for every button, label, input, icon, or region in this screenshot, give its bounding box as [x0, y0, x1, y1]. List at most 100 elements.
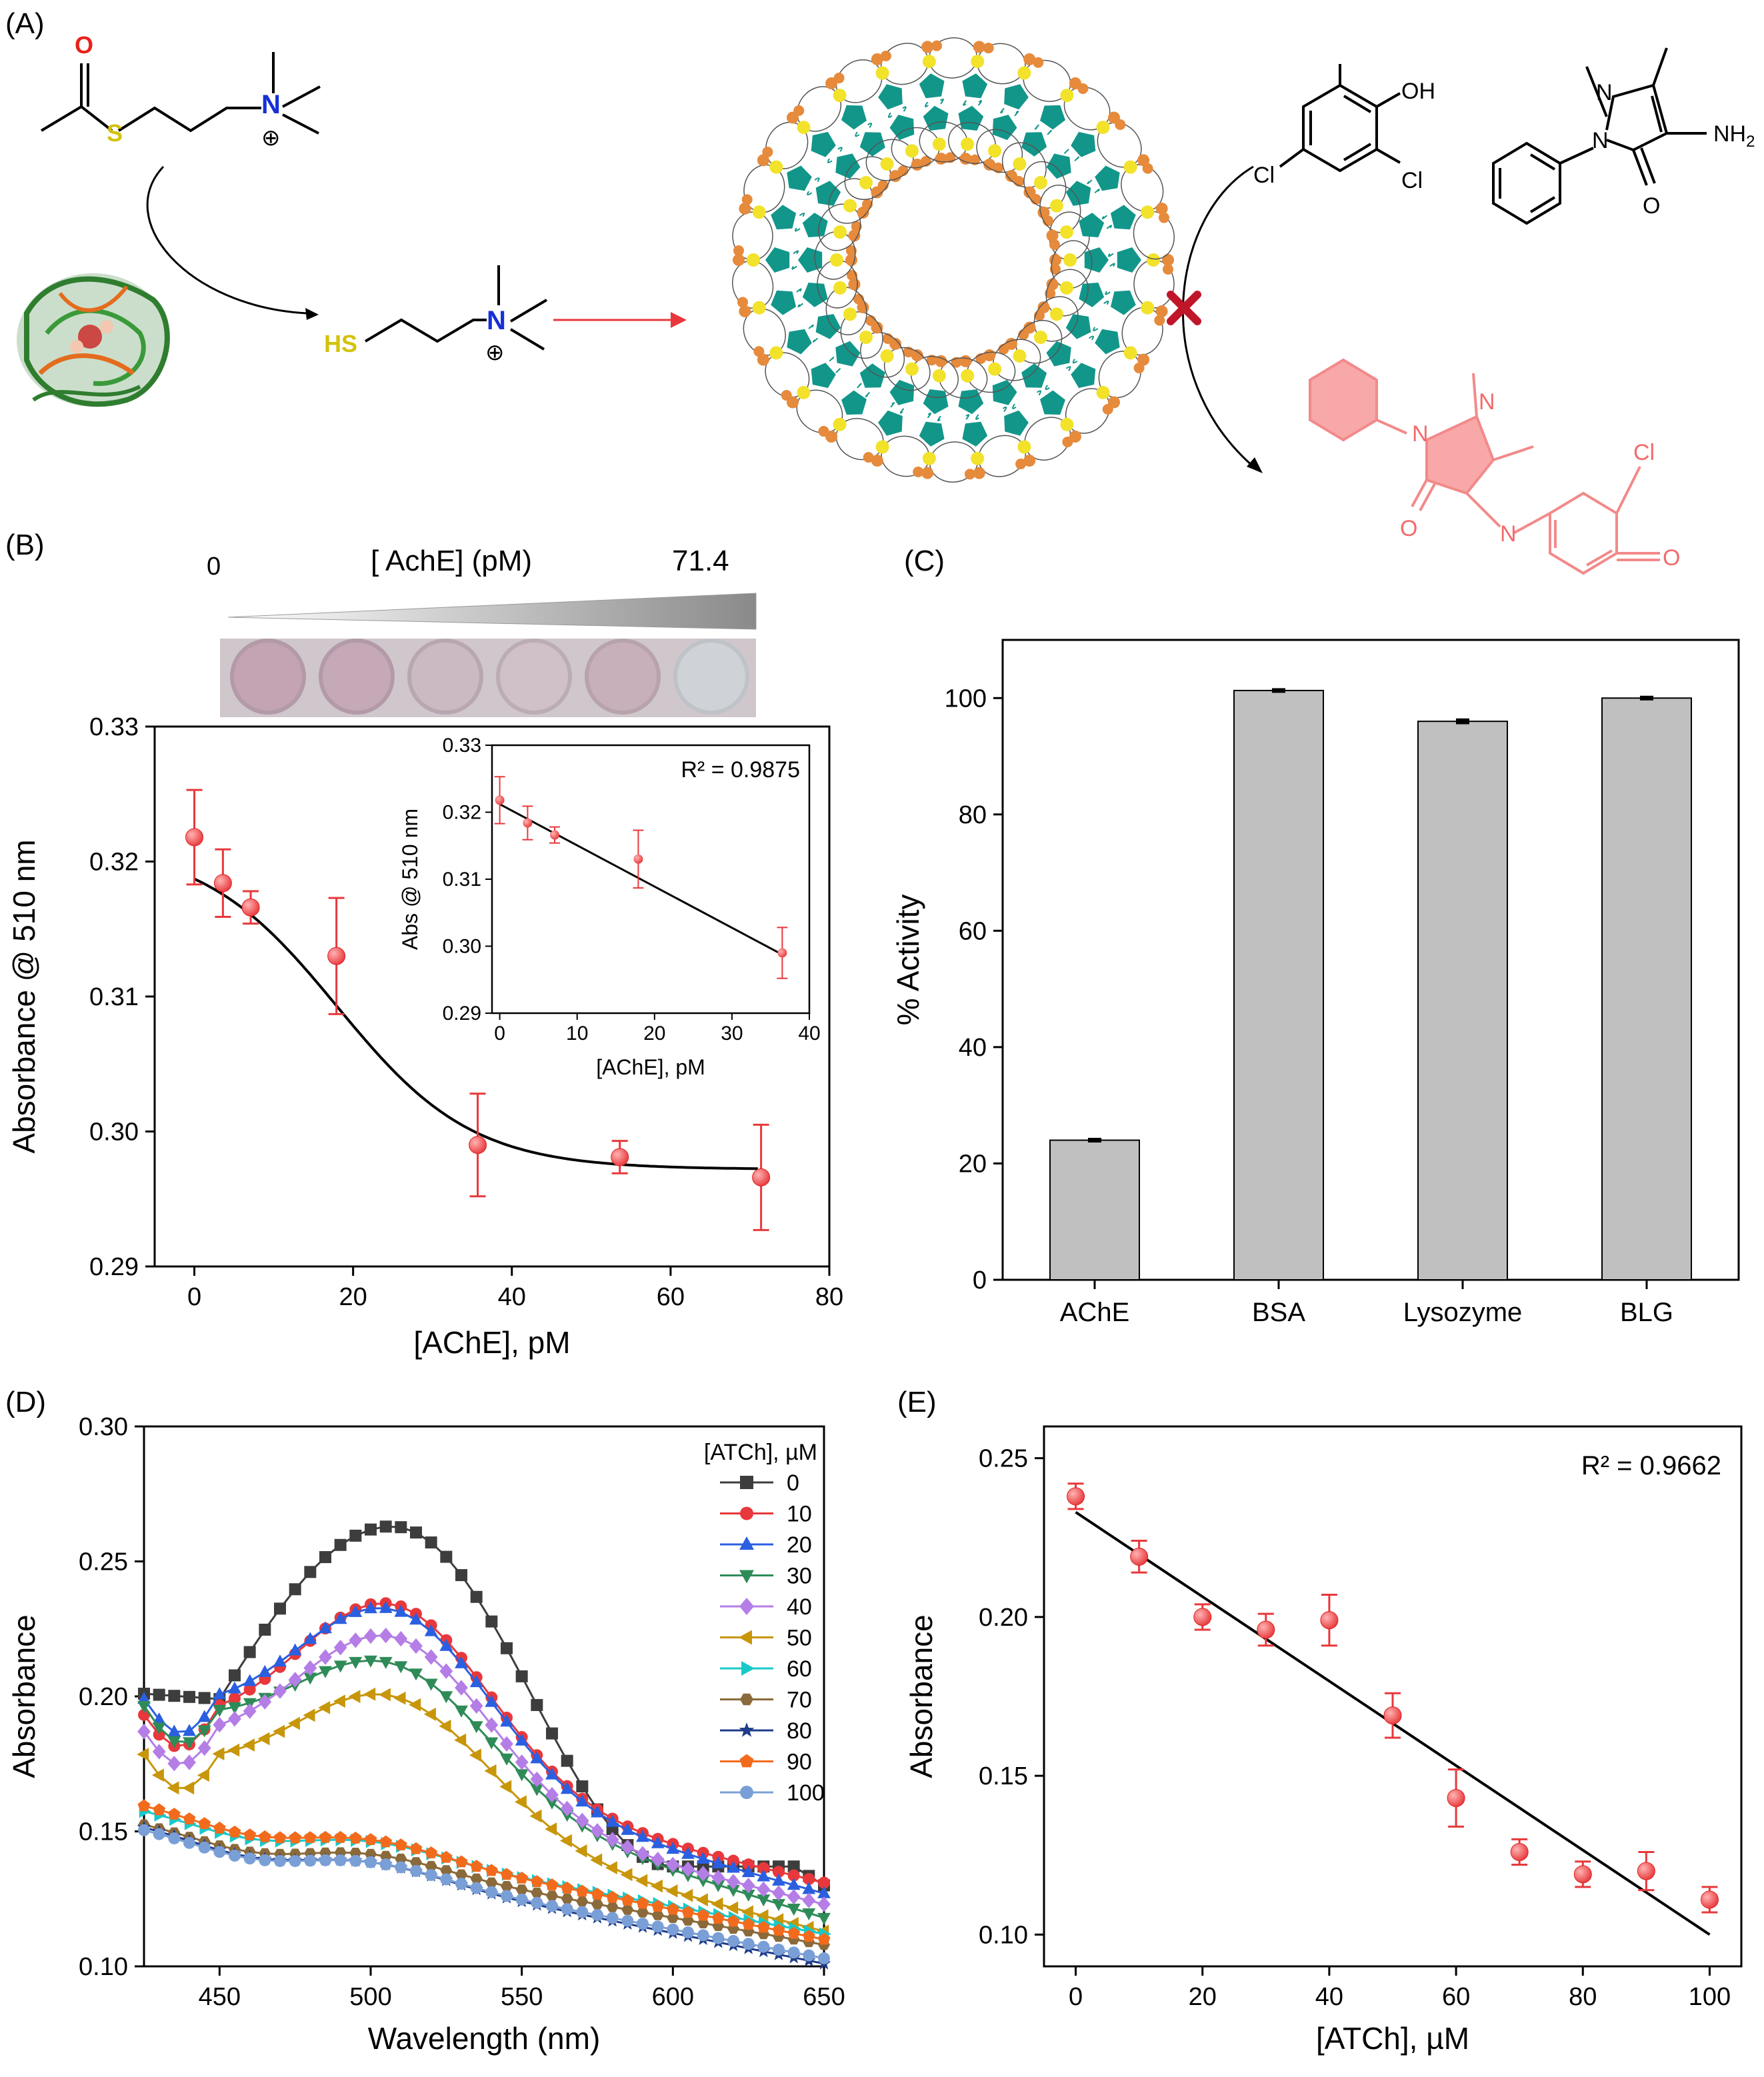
marker: [273, 1831, 287, 1844]
y-tick-label: 0.33: [89, 713, 139, 741]
carbonyl-oxygen: O: [1400, 516, 1417, 541]
pentagon-unit: [835, 153, 861, 179]
marker: [484, 1764, 497, 1778]
marker: [274, 1854, 286, 1867]
lipid-tail: [1103, 301, 1109, 305]
marker: [561, 1893, 573, 1904]
marker: [213, 1704, 227, 1717]
head-group: [863, 452, 874, 463]
head-group: [1137, 353, 1150, 366]
linker-dot: [843, 199, 857, 213]
marker: [501, 1890, 513, 1902]
linker-dot: [988, 362, 1002, 376]
well-plate-photo: [220, 639, 756, 717]
linker-dot: [1123, 160, 1137, 174]
pentagon-unit: [1004, 410, 1029, 436]
head-group: [1046, 229, 1059, 242]
y-tick-label: 0.29: [443, 1003, 481, 1025]
data-point: [1510, 1842, 1529, 1861]
marker: [470, 1590, 483, 1603]
marker: [289, 1854, 301, 1867]
marker: [197, 1768, 209, 1782]
y-tick-label: 20: [959, 1150, 987, 1178]
linker-dot: [932, 137, 946, 151]
head-group: [969, 154, 981, 165]
nitrogen-atom: N: [1412, 421, 1429, 447]
cup-outline: [978, 435, 1027, 477]
linker-dot: [1063, 253, 1077, 267]
marker: [470, 1882, 483, 1894]
marker: [455, 1705, 468, 1718]
marker: [818, 1876, 830, 1889]
marker: [409, 1842, 423, 1854]
linker-dot: [880, 157, 894, 171]
head-group: [1023, 53, 1036, 65]
lipid-tail: [975, 414, 979, 420]
y-axis-title: Abs @ 510 nm: [398, 809, 422, 950]
marker: [409, 1612, 423, 1625]
pentagon-unit: [1065, 314, 1091, 339]
marker: [485, 1615, 498, 1628]
linker-dot: [1096, 385, 1110, 399]
cup-outline: [818, 203, 861, 251]
fit-line: [499, 803, 783, 956]
marker: [757, 1869, 771, 1882]
series-30: [137, 1655, 831, 1925]
lipid-tail: [835, 368, 841, 373]
data-point: [469, 1136, 487, 1154]
marker: [620, 1868, 633, 1882]
pentagon-unit: [1079, 283, 1105, 307]
y-axis-title: Absorbance @ 510 nm: [7, 839, 41, 1153]
chart-d: 450 500 550 600 6500.100.150.200.250.30Wavel…: [7, 1413, 845, 2056]
marker: [138, 1824, 150, 1836]
quinoneimine-product-structure: [1309, 358, 1660, 575]
lipid-tail: [1065, 366, 1071, 371]
x-tick-label: 500: [349, 1983, 391, 2011]
marker: [739, 1536, 754, 1550]
legend-label: 70: [787, 1688, 812, 1713]
cup-outline: [1023, 161, 1067, 209]
x-tick-label: 80: [815, 1283, 843, 1311]
marker: [637, 1907, 649, 1918]
marker: [183, 1690, 195, 1703]
carbonyl-oxygen: O: [1643, 193, 1660, 219]
head-group: [733, 254, 745, 266]
x-tick-label: 40: [498, 1283, 526, 1311]
lipid-tail: [796, 288, 802, 293]
cup-outline: [1033, 296, 1079, 342]
chart-b-main: 0 20 40 60 80 0.29 0.30 0.31 0.32 0.33 [AChE], pM A…: [7, 713, 843, 1360]
x-axis-title: [AChE], pM: [413, 1325, 570, 1360]
marker: [153, 1828, 165, 1840]
head-group: [911, 349, 923, 362]
plot-frame: [1001, 639, 1740, 1281]
marker: [197, 1740, 211, 1756]
marker: [485, 1737, 499, 1750]
marker: [515, 1884, 528, 1895]
linker-dot: [833, 89, 847, 103]
linker-dot: [922, 451, 936, 465]
marker: [561, 1881, 574, 1894]
head-group: [1049, 239, 1060, 250]
marker: [137, 1692, 151, 1704]
marker: [379, 1627, 393, 1644]
marker: [334, 1854, 347, 1866]
head-group: [935, 355, 947, 367]
x-tick-label: 10: [566, 1023, 588, 1044]
x-tick-label: 0: [187, 1283, 201, 1311]
marker: [167, 1808, 181, 1820]
marker: [333, 1694, 345, 1708]
linker-dot: [1049, 199, 1063, 213]
error-bar: [1272, 688, 1285, 693]
linker-dot: [961, 137, 975, 151]
marker: [636, 1830, 649, 1842]
marker: [787, 1878, 801, 1890]
head-group: [848, 229, 861, 242]
reaction-arrow: [1182, 165, 1254, 468]
linker-dot: [1060, 89, 1074, 103]
pentagon-unit: [1040, 390, 1065, 415]
head-group: [781, 390, 792, 401]
cup-outline: [1001, 142, 1047, 188]
lipid-tail: [794, 227, 801, 232]
marker: [439, 1719, 451, 1733]
marker: [682, 1915, 694, 1926]
